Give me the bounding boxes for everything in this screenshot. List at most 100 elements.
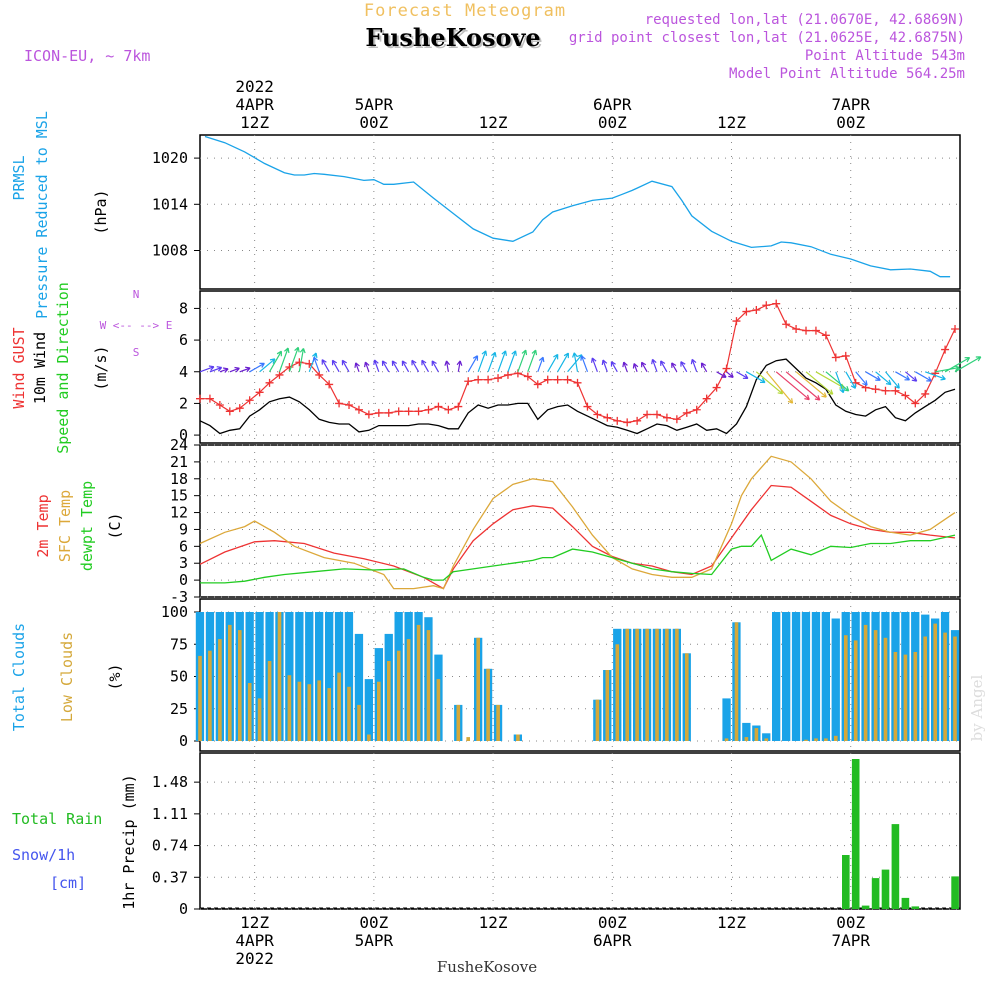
low-cloud-bar [675,628,679,741]
total-cloud-bar [821,612,830,741]
model-point-altitude: Model Point Altitude 564.25m [729,66,965,82]
low-cloud-bar [635,628,639,741]
wind-gust-marker [285,363,294,371]
wind-gust-marker [652,410,661,419]
low-cloud-bar [317,680,321,741]
wind-gust-marker [573,378,582,387]
wind-gust-marker [295,358,304,367]
precip-tick-label: 1.11 [152,805,188,823]
rain-bar [881,869,890,909]
wind-gust-marker [762,301,771,310]
rain-bar [871,878,880,909]
bottom-time-label: 00Z [359,913,388,932]
wind-gust-marker [831,353,840,362]
rain-bar [901,897,910,909]
wind-gust-marker [434,402,443,411]
wind-direction-arrow [321,359,330,373]
closest-coords: grid point closest lon,lat (21.0625E, 42… [569,30,965,46]
pressure-tick-label: 1014 [152,195,188,213]
total-cloud-bar [742,722,751,741]
rain-bar [911,906,920,909]
low-cloud-bar [943,632,947,741]
location-title-shadow: FusheKosove [367,25,542,54]
low-cloud-bar [863,624,868,741]
wind-direction-arrow [381,360,390,373]
wind-gust-marker [325,380,334,389]
pressure-label-1: PRMSL [10,155,28,200]
wind-gust-marker [613,416,622,425]
panel-frame [199,290,961,444]
temp-sfc-label: SFC Temp [56,490,74,562]
temp-tick-label: 6 [179,537,188,555]
total-cloud-bar [722,698,731,741]
temp-tick-label: 24 [170,436,188,454]
low-cloud-bar [218,639,222,741]
wind-direction-arrow [467,355,479,373]
precip-tick-label: 0.74 [152,837,188,855]
top-time-label: 4APR [235,95,274,114]
wind-direction-arrow [591,357,598,373]
wind-gust-marker [881,386,890,395]
wind-10m-line [199,358,956,435]
wind-direction-arrow [456,360,463,372]
wind-direction-arrow [885,371,900,389]
bottom-time-label: 00Z [598,913,627,932]
wind-gust-marker [911,399,920,408]
temp-tick-label: 0 [179,571,188,589]
wind-gust-marker [563,375,572,384]
wind-direction-arrow [671,362,678,373]
wind-gust-marker [464,377,473,386]
top-time-label: 12Z [240,113,269,132]
wind-direction-label: Speed and Direction [54,282,72,454]
wind-gust-marker [374,408,383,417]
total-cloud-bar [325,612,334,741]
wind-direction-arrow [249,362,265,373]
wind-gust-marker [384,408,393,417]
requested-coords: requested lon,lat (21.0670E, 42.6869N) [645,12,965,28]
clouds-tick-label: 50 [170,668,188,686]
wind-gust-marker [712,383,721,392]
wind-gust-marker [354,405,363,414]
wind-direction-arrow [219,367,229,373]
top-time-label: 12Z [717,113,746,132]
bottom-time-label: 12Z [717,913,746,932]
wind-gust-marker [802,326,811,335]
low-cloud-bar [267,661,272,741]
wind-direction-arrow [641,361,648,373]
wind-gust-marker [772,299,781,308]
wind-direction-arrow [199,365,215,373]
wind-direction-arrow [308,352,318,373]
wind-direction-arrow [601,359,608,373]
panel-frame [199,444,961,598]
wind-direction-arrow [239,366,251,373]
wind-gust-marker [205,394,214,403]
total-cloud-bar [315,612,324,741]
wind-direction-arrow [954,356,982,373]
temp-tick-label: 15 [170,487,188,505]
snow-unit-label: [cm] [50,874,86,892]
wind-direction-arrow [716,371,727,378]
pressure-panel: 1008 1014 1020 [152,134,961,290]
wind-direction-arrow [259,358,276,373]
low-cloud-bar [814,738,818,741]
wind-direction-arrow [547,353,559,373]
low-cloud-bar [406,639,411,741]
low-cloud-bar [615,644,620,742]
temp-unit: (C) [106,512,124,539]
wind-direction-arrow [660,360,668,373]
wind-gust-marker [662,413,671,422]
low-cloud-bar [724,738,729,741]
low-cloud-bar [764,738,769,741]
total-cloud-bar [791,612,801,741]
wind-tick-label: 8 [179,299,188,317]
wind-direction-arrow [391,360,400,373]
low-cloud-bar [605,670,610,741]
temp-tick-label: 21 [170,453,188,471]
wind-direction-arrow [268,350,282,373]
top-time-label: 12Z [479,113,508,132]
wind-gust-marker [643,410,652,419]
rain-bar [851,759,860,909]
low-cloud-bar [645,628,649,741]
